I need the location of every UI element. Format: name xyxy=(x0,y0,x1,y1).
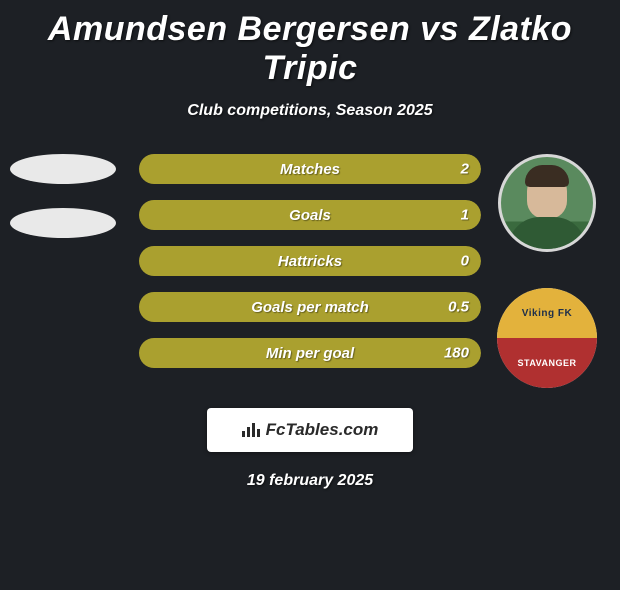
subtitle: Club competitions, Season 2025 xyxy=(0,102,620,120)
stat-value-right: 2 xyxy=(461,161,469,178)
fctables-label: FcTables.com xyxy=(266,420,379,440)
stat-label: Goals per match xyxy=(251,299,369,316)
stat-label: Matches xyxy=(280,161,340,178)
stat-value-right: 0 xyxy=(461,253,469,270)
stat-row: Min per goal 180 xyxy=(139,338,481,368)
page-title: Amundsen Bergersen vs Zlatko Tripic xyxy=(0,10,620,88)
stat-bars: Matches 2 Goals 1 Hattricks 0 Goals per match 0… xyxy=(139,154,481,368)
player-right-column: Viking FK STAVANGER xyxy=(492,154,602,388)
stat-label: Goals xyxy=(289,207,331,224)
player-right-photo xyxy=(498,154,596,252)
stats-area: Matches 2 Goals 1 Hattricks 0 Goals per match 0… xyxy=(0,154,620,384)
stat-row: Hattricks 0 xyxy=(139,246,481,276)
stat-value-right: 0.5 xyxy=(448,299,469,316)
player-left-club-placeholder xyxy=(10,208,116,238)
stat-row: Goals 1 xyxy=(139,200,481,230)
stat-row: Goals per match 0.5 xyxy=(139,292,481,322)
stat-label: Min per goal xyxy=(266,345,354,362)
stat-value-right: 1 xyxy=(461,207,469,224)
player-left-photo-placeholder xyxy=(10,154,116,184)
stat-row: Matches 2 xyxy=(139,154,481,184)
club-city: STAVANGER xyxy=(517,358,576,368)
bar-chart-icon xyxy=(242,423,260,437)
player-left-column xyxy=(8,154,118,238)
fctables-badge[interactable]: FcTables.com xyxy=(207,408,413,452)
stat-value-right: 180 xyxy=(444,345,469,362)
date-line: 19 february 2025 xyxy=(0,472,620,490)
player-right-club-logo: Viking FK STAVANGER xyxy=(497,288,597,388)
stat-label: Hattricks xyxy=(278,253,342,270)
player-head-icon xyxy=(501,157,593,249)
club-name: Viking FK xyxy=(522,308,572,319)
